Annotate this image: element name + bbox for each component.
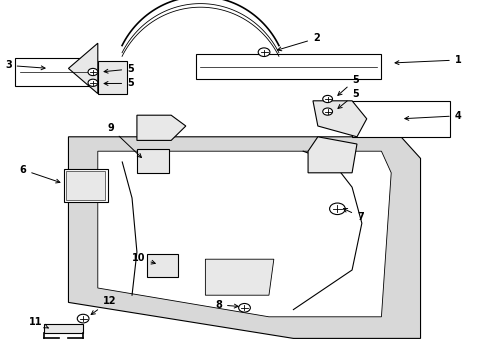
- Polygon shape: [44, 324, 83, 333]
- Text: 5: 5: [337, 75, 358, 95]
- Polygon shape: [205, 259, 273, 295]
- Polygon shape: [68, 43, 98, 94]
- FancyBboxPatch shape: [351, 101, 449, 137]
- Circle shape: [329, 203, 345, 215]
- Text: 12: 12: [91, 296, 116, 315]
- Text: 5: 5: [337, 89, 358, 108]
- Polygon shape: [307, 137, 356, 173]
- FancyBboxPatch shape: [63, 169, 107, 202]
- Text: 1: 1: [394, 55, 461, 65]
- Text: 5: 5: [104, 64, 134, 74]
- FancyBboxPatch shape: [66, 171, 105, 200]
- Text: 5: 5: [104, 78, 134, 89]
- Text: 7: 7: [343, 208, 363, 222]
- Polygon shape: [98, 151, 390, 317]
- Polygon shape: [137, 115, 185, 140]
- Text: 11: 11: [29, 317, 48, 328]
- Text: 8: 8: [215, 300, 238, 310]
- Polygon shape: [312, 101, 366, 137]
- Text: 2: 2: [277, 33, 319, 51]
- FancyBboxPatch shape: [137, 149, 168, 173]
- Circle shape: [77, 314, 89, 323]
- Text: 6: 6: [20, 165, 60, 183]
- FancyBboxPatch shape: [15, 58, 93, 86]
- Polygon shape: [68, 137, 420, 338]
- FancyBboxPatch shape: [146, 254, 178, 277]
- Text: 4: 4: [404, 111, 461, 121]
- Text: 9: 9: [107, 123, 141, 158]
- Circle shape: [88, 79, 98, 86]
- Polygon shape: [98, 61, 127, 94]
- Circle shape: [322, 95, 332, 103]
- Circle shape: [88, 68, 98, 76]
- FancyBboxPatch shape: [195, 54, 381, 79]
- Text: 3: 3: [5, 60, 45, 71]
- Circle shape: [238, 303, 250, 312]
- Text: 10: 10: [132, 253, 155, 264]
- Circle shape: [258, 48, 269, 57]
- Circle shape: [322, 108, 332, 115]
